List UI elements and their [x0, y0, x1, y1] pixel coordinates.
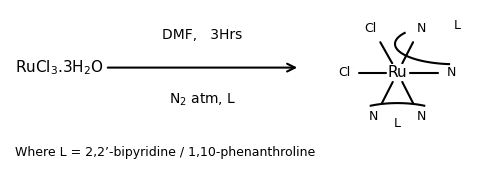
Text: L: L [454, 19, 461, 32]
Text: N: N [369, 110, 378, 123]
Text: DMF,   3Hrs: DMF, 3Hrs [162, 29, 242, 42]
Text: L: L [394, 117, 401, 130]
Text: N: N [416, 22, 426, 35]
Text: Ru: Ru [388, 65, 407, 80]
Text: N$_2$ atm, L: N$_2$ atm, L [169, 91, 236, 108]
Text: Cl: Cl [364, 22, 376, 35]
Text: Cl: Cl [338, 66, 350, 79]
Text: N: N [446, 66, 456, 79]
Text: N: N [416, 110, 426, 123]
Text: RuCl$_3$.3H$_2$O: RuCl$_3$.3H$_2$O [15, 58, 104, 77]
Text: Where L = 2,2’-bipyridine / 1,10-phenanthroline: Where L = 2,2’-bipyridine / 1,10-phenant… [15, 146, 316, 159]
